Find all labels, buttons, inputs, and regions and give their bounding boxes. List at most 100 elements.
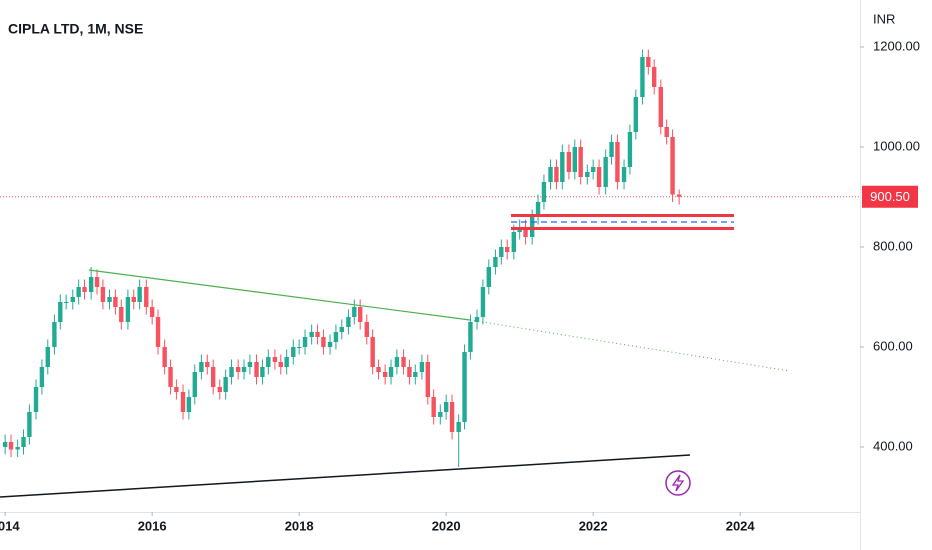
candle-body xyxy=(119,307,124,322)
candle-body xyxy=(670,137,675,195)
candle-body xyxy=(162,347,167,367)
chart-title: CIPLA LTD, 1M, NSE xyxy=(8,21,143,37)
candle-body xyxy=(155,317,161,347)
candle-body xyxy=(664,127,669,137)
candle-body xyxy=(425,362,430,397)
candle-body xyxy=(407,367,412,377)
candle-body xyxy=(58,302,63,322)
candle-body xyxy=(291,347,296,357)
candle-body xyxy=(217,387,222,392)
candle-body xyxy=(456,422,461,432)
candle-body xyxy=(2,442,8,447)
candle-body xyxy=(572,147,578,172)
x-tick-label: 2018 xyxy=(285,518,314,533)
candle-body xyxy=(321,337,326,347)
candle-body xyxy=(388,367,394,377)
candle-body xyxy=(511,232,516,252)
candle-body xyxy=(113,297,118,307)
candle-body xyxy=(131,297,136,302)
candle-body xyxy=(254,362,259,377)
candle-body xyxy=(541,182,547,202)
candle-body xyxy=(376,367,381,372)
candle-body xyxy=(596,167,602,187)
candle-body xyxy=(229,367,234,377)
y-tick-label: 1000.00 xyxy=(873,138,920,153)
candle-body xyxy=(39,367,45,387)
drawings xyxy=(0,214,791,498)
candle-body xyxy=(137,287,142,302)
candle-body xyxy=(309,332,314,337)
candle-body xyxy=(462,352,467,422)
candle-body xyxy=(168,367,173,387)
candle-body xyxy=(548,167,553,182)
candle-body xyxy=(449,402,455,432)
candle-body xyxy=(504,247,510,252)
candle-body xyxy=(346,317,351,327)
last-price-box xyxy=(862,185,918,208)
x-tick-label: 2022 xyxy=(579,518,608,533)
trend-line xyxy=(88,269,471,321)
candle-body xyxy=(241,367,247,372)
candle-body xyxy=(621,167,627,182)
candle-body xyxy=(21,437,26,447)
candle-body xyxy=(8,442,14,450)
candle-body xyxy=(468,322,473,352)
candle-body xyxy=(443,402,449,412)
candle-body xyxy=(590,167,596,172)
candle-body xyxy=(535,202,541,217)
candle-body xyxy=(52,322,57,347)
candle-body xyxy=(627,132,633,167)
candle-body xyxy=(260,367,265,377)
candle-body xyxy=(45,347,50,367)
candle-body xyxy=(615,142,620,182)
candle-body xyxy=(296,347,302,348)
candle-body xyxy=(431,397,436,417)
candle-body xyxy=(585,172,590,177)
candle-body xyxy=(88,277,94,292)
candle-body xyxy=(474,317,480,322)
candle-body xyxy=(658,87,664,127)
candle-body xyxy=(364,322,369,337)
x-tick-label: 2024 xyxy=(726,518,756,533)
y-axis-label: INR xyxy=(873,11,895,26)
candle-body xyxy=(180,392,186,412)
candle-body xyxy=(149,307,155,317)
candle-body xyxy=(640,57,645,97)
candle-body xyxy=(266,357,271,367)
candle-body xyxy=(327,342,333,347)
candle-body xyxy=(272,357,278,362)
candle-body xyxy=(651,67,657,87)
y-tick-label: 1200.00 xyxy=(873,38,920,53)
y-tick-label: 400.00 xyxy=(873,438,913,453)
candle-body xyxy=(205,362,210,367)
x-tick-label: 2016 xyxy=(138,518,167,533)
candle-body xyxy=(352,307,357,317)
x-tick-label: 2020 xyxy=(432,518,461,533)
candle-body xyxy=(486,267,492,287)
candle-body xyxy=(333,332,339,342)
candle-body xyxy=(339,327,344,332)
candle-body xyxy=(499,247,504,257)
candle-body xyxy=(357,307,363,322)
last-price-label: 900.50 xyxy=(870,189,910,204)
candle-body xyxy=(100,287,106,302)
candle-body xyxy=(413,372,418,377)
y-tick-label: 800.00 xyxy=(873,238,913,253)
lightning-icon xyxy=(671,474,685,492)
candle-body xyxy=(82,287,87,292)
candle-body xyxy=(278,362,283,367)
candle-body xyxy=(174,387,179,392)
candle-body xyxy=(370,337,375,367)
candle-body xyxy=(382,372,388,377)
event-icon[interactable] xyxy=(665,470,691,496)
candle-body xyxy=(284,357,289,367)
candle-body xyxy=(107,297,112,302)
candle-body xyxy=(394,357,400,367)
candle-body xyxy=(480,287,486,317)
candle-body xyxy=(199,362,204,372)
candle-body xyxy=(63,302,69,303)
candle-body xyxy=(523,227,528,237)
